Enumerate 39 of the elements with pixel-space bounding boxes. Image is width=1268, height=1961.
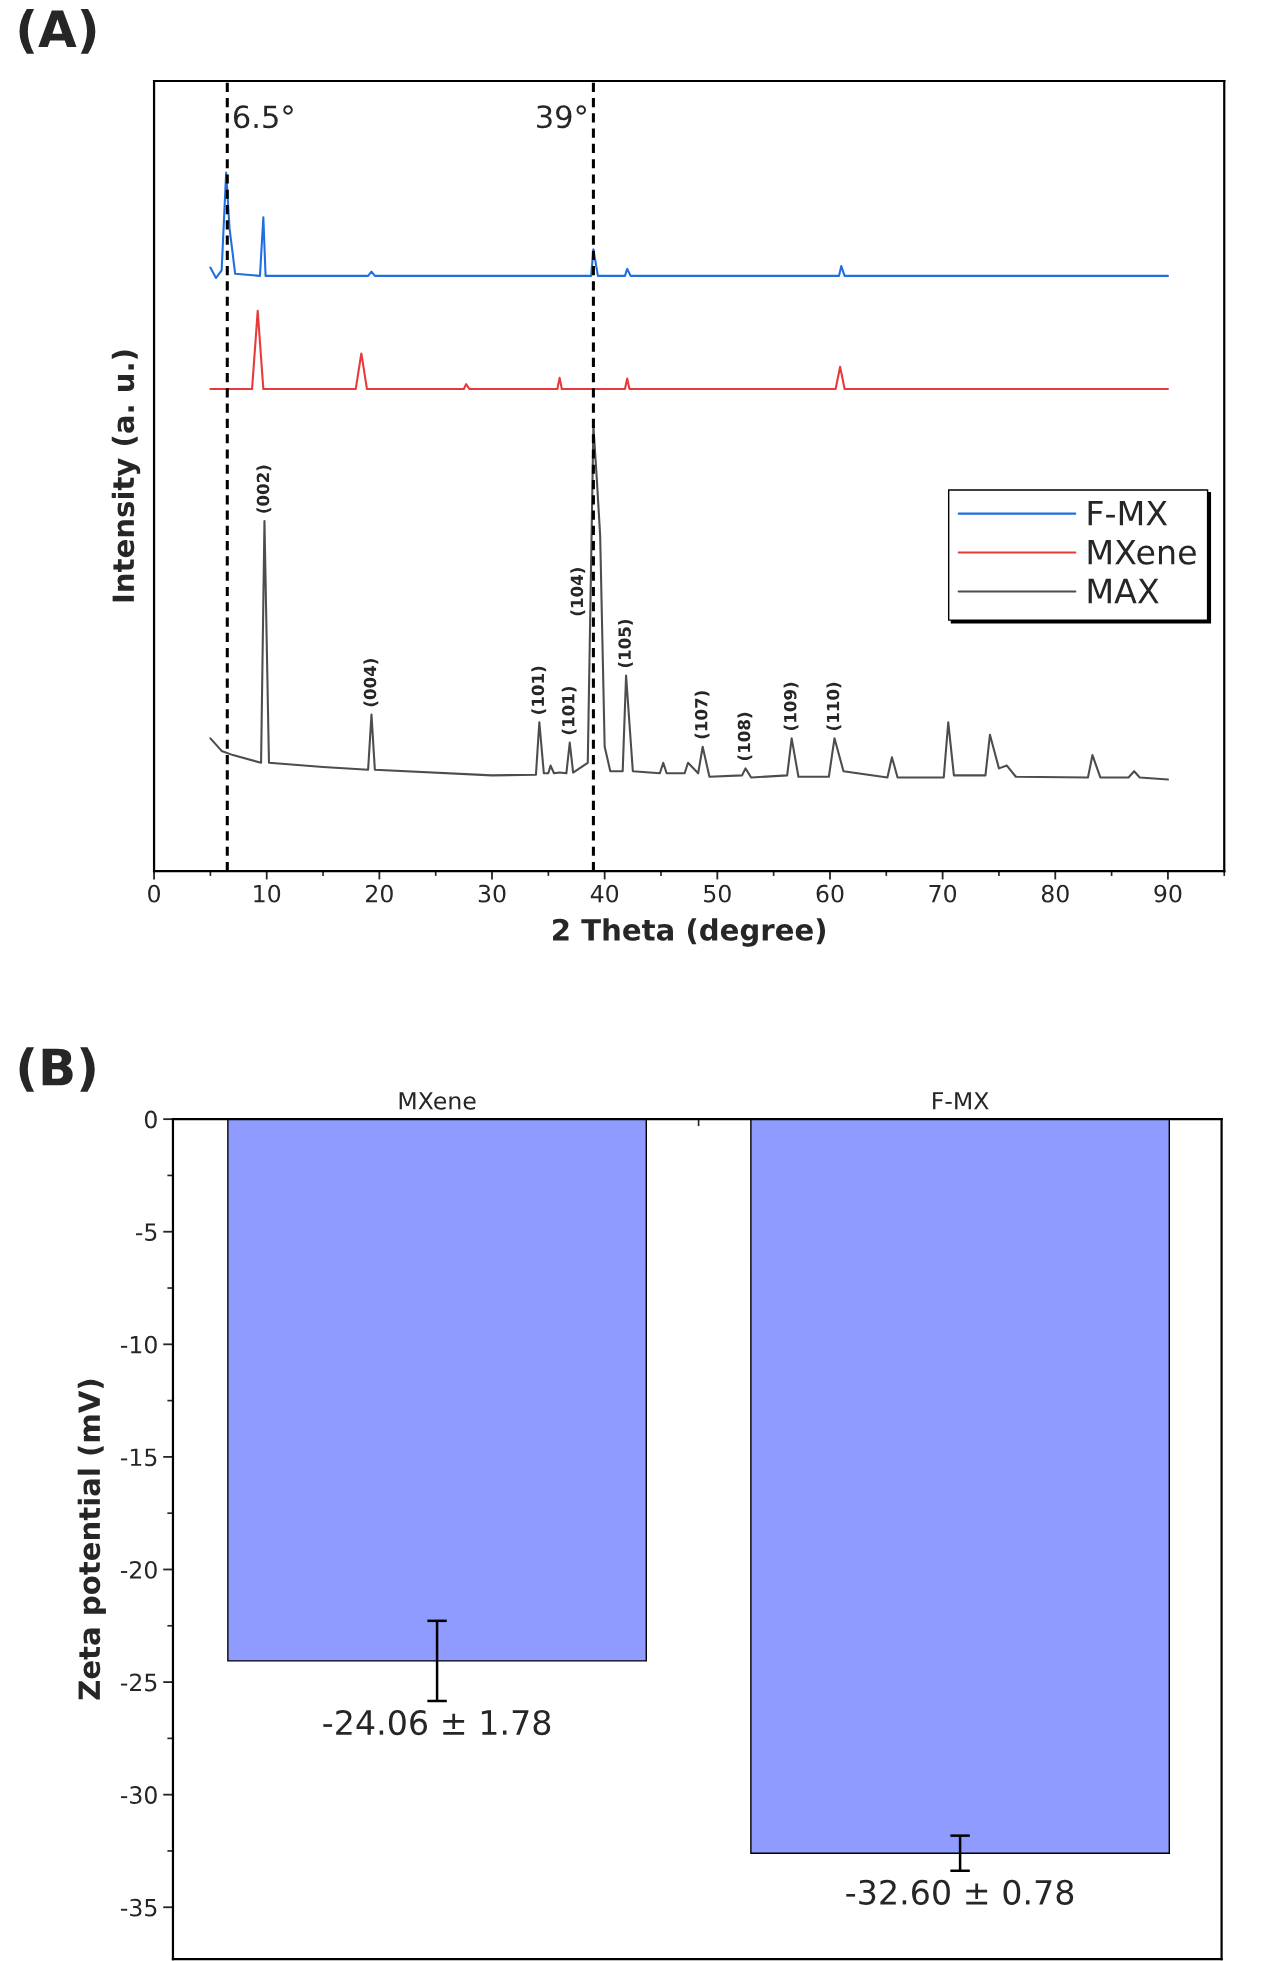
legend-label: MAX (1088, 578, 1159, 604)
y-axis-title: Zeta potential (mV) (77, 1379, 106, 1700)
annotation: (108) (737, 712, 753, 761)
y-tick-label: -30 (120, 1786, 157, 1804)
x-tick-label: 10 (254, 884, 281, 903)
annotation: (101) (531, 666, 547, 714)
y-tick-label: -20 (120, 1560, 157, 1579)
x-tick-label: 20 (366, 884, 393, 903)
y-tick-label: -10 (120, 1335, 157, 1354)
legend-label: F-MX (1088, 501, 1168, 526)
annotation: (002) (256, 465, 272, 513)
data-label: -24.06 ± 1.78 (323, 1709, 551, 1736)
annotation: (004) (363, 659, 379, 707)
y-tick-label: -35 (120, 1898, 157, 1917)
x-tick-label: 60 (816, 884, 844, 903)
x-tick-label: 90 (1154, 884, 1182, 903)
ref-line-label: 39° (537, 105, 586, 129)
x-tick-label: 40 (590, 884, 619, 903)
ref-line-label: 6.5° (233, 105, 293, 129)
y-tick-label: -15 (120, 1448, 157, 1467)
y-tick-label: -5 (135, 1223, 157, 1242)
legend-label: MXene (1088, 539, 1196, 565)
x-tick-label: 80 (1041, 884, 1069, 903)
annotation: (107) (694, 691, 710, 739)
y-tick-label: -25 (120, 1673, 157, 1692)
annotation: (105) (618, 619, 633, 668)
y-tick-label: 0 (144, 1110, 157, 1129)
chart-title: (A) (19, 9, 96, 54)
annotation: (109) (783, 682, 799, 730)
chart-title: (B) (19, 1047, 95, 1092)
x-tick-label: 70 (929, 884, 957, 903)
annotation: (101) (561, 687, 577, 735)
data-label: -32.60 ± 0.78 (846, 1879, 1074, 1905)
y-axis-title: Intensity (a. u.) (111, 350, 141, 602)
annotation: (110) (826, 682, 842, 730)
x-tick-label: 30 (478, 884, 506, 903)
x-tick-label: 50 (704, 884, 731, 903)
annotation: (104) (570, 568, 586, 616)
x-axis-title: 2 Theta (degree) (553, 918, 826, 947)
